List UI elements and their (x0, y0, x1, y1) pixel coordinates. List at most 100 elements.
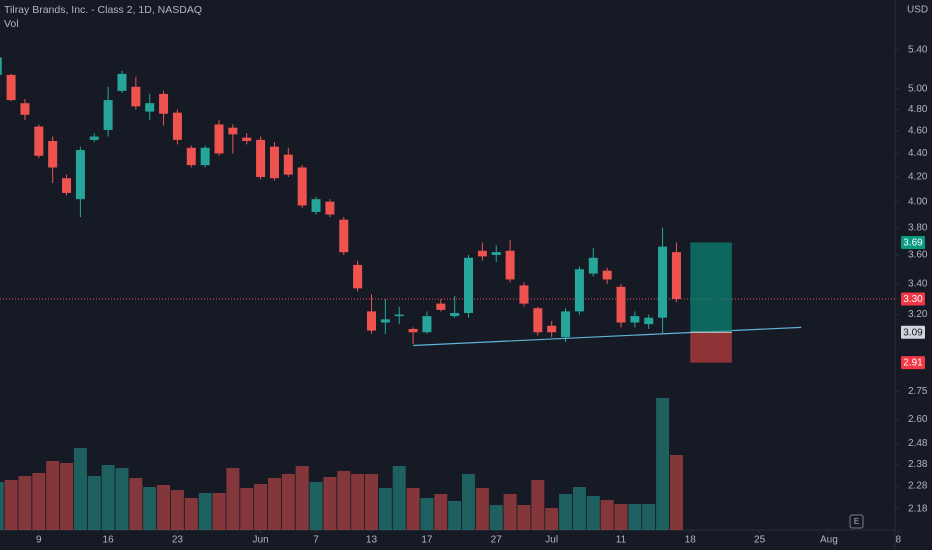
price-label-box (901, 292, 925, 306)
candle-body (339, 219, 349, 253)
candle-body (214, 124, 224, 154)
volume-bar (73, 448, 87, 530)
candle-body (34, 126, 44, 156)
candle-body (131, 86, 141, 107)
candle-body (408, 328, 418, 333)
candle-body (574, 269, 584, 312)
volume-bar (212, 493, 226, 530)
candle-body (436, 303, 446, 310)
volume-bar (656, 398, 670, 530)
volume-bar (101, 465, 115, 530)
candle-body (6, 74, 16, 101)
badge[interactable]: E (854, 517, 859, 526)
x-tick-label: Aug (820, 535, 838, 546)
price-label-box (901, 235, 925, 249)
volume-bar (337, 471, 351, 530)
candle-body (269, 146, 279, 179)
y-tick-label: 4.60 (908, 126, 928, 137)
y-tick-label: 2.38 (908, 459, 928, 470)
badge-box[interactable] (849, 514, 864, 529)
volume-bar (115, 468, 129, 530)
y-tick-label: 2.28 (908, 481, 928, 492)
x-tick-label: Jul (545, 535, 558, 546)
candle-body (380, 319, 390, 323)
volume-bar (60, 463, 74, 530)
price-label: 2.91 (903, 358, 923, 369)
volume-bar (240, 488, 254, 530)
volume-bar (406, 488, 420, 530)
volume-bar (628, 504, 642, 530)
y-tick-label: 2.48 (908, 438, 928, 449)
y-tick-label: 5.00 (908, 83, 928, 94)
price-label: 3.30 (903, 294, 923, 305)
price-label: 3.69 (903, 238, 923, 249)
volume-bar (462, 474, 476, 530)
volume-bar (309, 482, 323, 530)
candle-body (533, 308, 543, 333)
y-tick-label: 5.40 (908, 45, 928, 56)
x-tick-label: 25 (754, 535, 766, 546)
x-tick-label: 8 (895, 535, 901, 546)
candle-body (464, 257, 474, 313)
volume-bar (87, 476, 101, 530)
candle-body (256, 139, 266, 178)
volume-bar (614, 504, 628, 530)
position-loss (690, 332, 732, 363)
volume-bar (46, 461, 60, 530)
candle-body (671, 252, 681, 299)
volume-bar (4, 480, 18, 530)
y-tick-label: 3.80 (908, 222, 928, 233)
candle-body (658, 246, 668, 318)
volume-bar (572, 487, 586, 530)
currency: USD (907, 5, 928, 16)
volume-bar (642, 504, 656, 530)
price-label-box (901, 356, 925, 370)
volume-bar (503, 494, 517, 530)
volume-bar (18, 476, 32, 530)
candle-body (103, 100, 113, 130)
candle-body (311, 199, 321, 212)
y-tick-label: 3.20 (908, 309, 928, 320)
volume-bar (281, 474, 295, 530)
x-tick-label: 17 (421, 535, 433, 546)
volume-bar (323, 477, 337, 530)
volume-bar (545, 508, 559, 530)
x-tick-label: 11 (616, 535, 627, 546)
y-tick-label: 2.75 (908, 386, 928, 397)
volume-bar (295, 466, 309, 530)
x-tick-label: 7 (313, 535, 319, 546)
x-tick-label: 9 (36, 535, 42, 546)
volume-bar (198, 493, 212, 530)
y-tick-label: 2.60 (908, 414, 928, 425)
candle-body (325, 201, 335, 215)
volume-bar (364, 474, 378, 530)
volume-bar (0, 482, 4, 530)
candle-body (0, 57, 2, 75)
volume-bar (448, 501, 462, 530)
candle-body (89, 136, 99, 140)
candle-body (616, 286, 626, 323)
candle-body (159, 93, 169, 114)
candle-body (477, 250, 487, 257)
candle-body (450, 312, 460, 317)
volume-bar (475, 488, 489, 530)
volume-bar (420, 498, 434, 530)
candle-body (242, 137, 252, 141)
candle-body (172, 112, 182, 140)
candle-body (505, 250, 515, 280)
position-profit (690, 242, 732, 333)
price-label-box (901, 325, 925, 339)
x-tick-label: 27 (491, 535, 503, 546)
volume-bar (531, 480, 545, 530)
candle-body (117, 73, 127, 91)
volume-bar (517, 505, 531, 530)
candle-body (75, 150, 85, 200)
trendline (413, 326, 802, 347)
volume-bar (170, 490, 184, 530)
candle-body (519, 285, 529, 304)
y-tick-label: 4.20 (908, 172, 928, 183)
candle-body (422, 316, 432, 333)
candle-body (200, 147, 210, 166)
y-tick-label: 4.00 (908, 196, 928, 207)
candle-body (297, 167, 307, 206)
